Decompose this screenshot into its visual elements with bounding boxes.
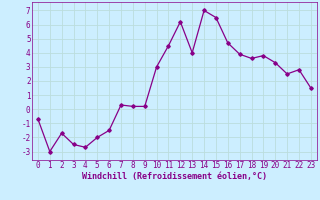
X-axis label: Windchill (Refroidissement éolien,°C): Windchill (Refroidissement éolien,°C) [82, 172, 267, 181]
